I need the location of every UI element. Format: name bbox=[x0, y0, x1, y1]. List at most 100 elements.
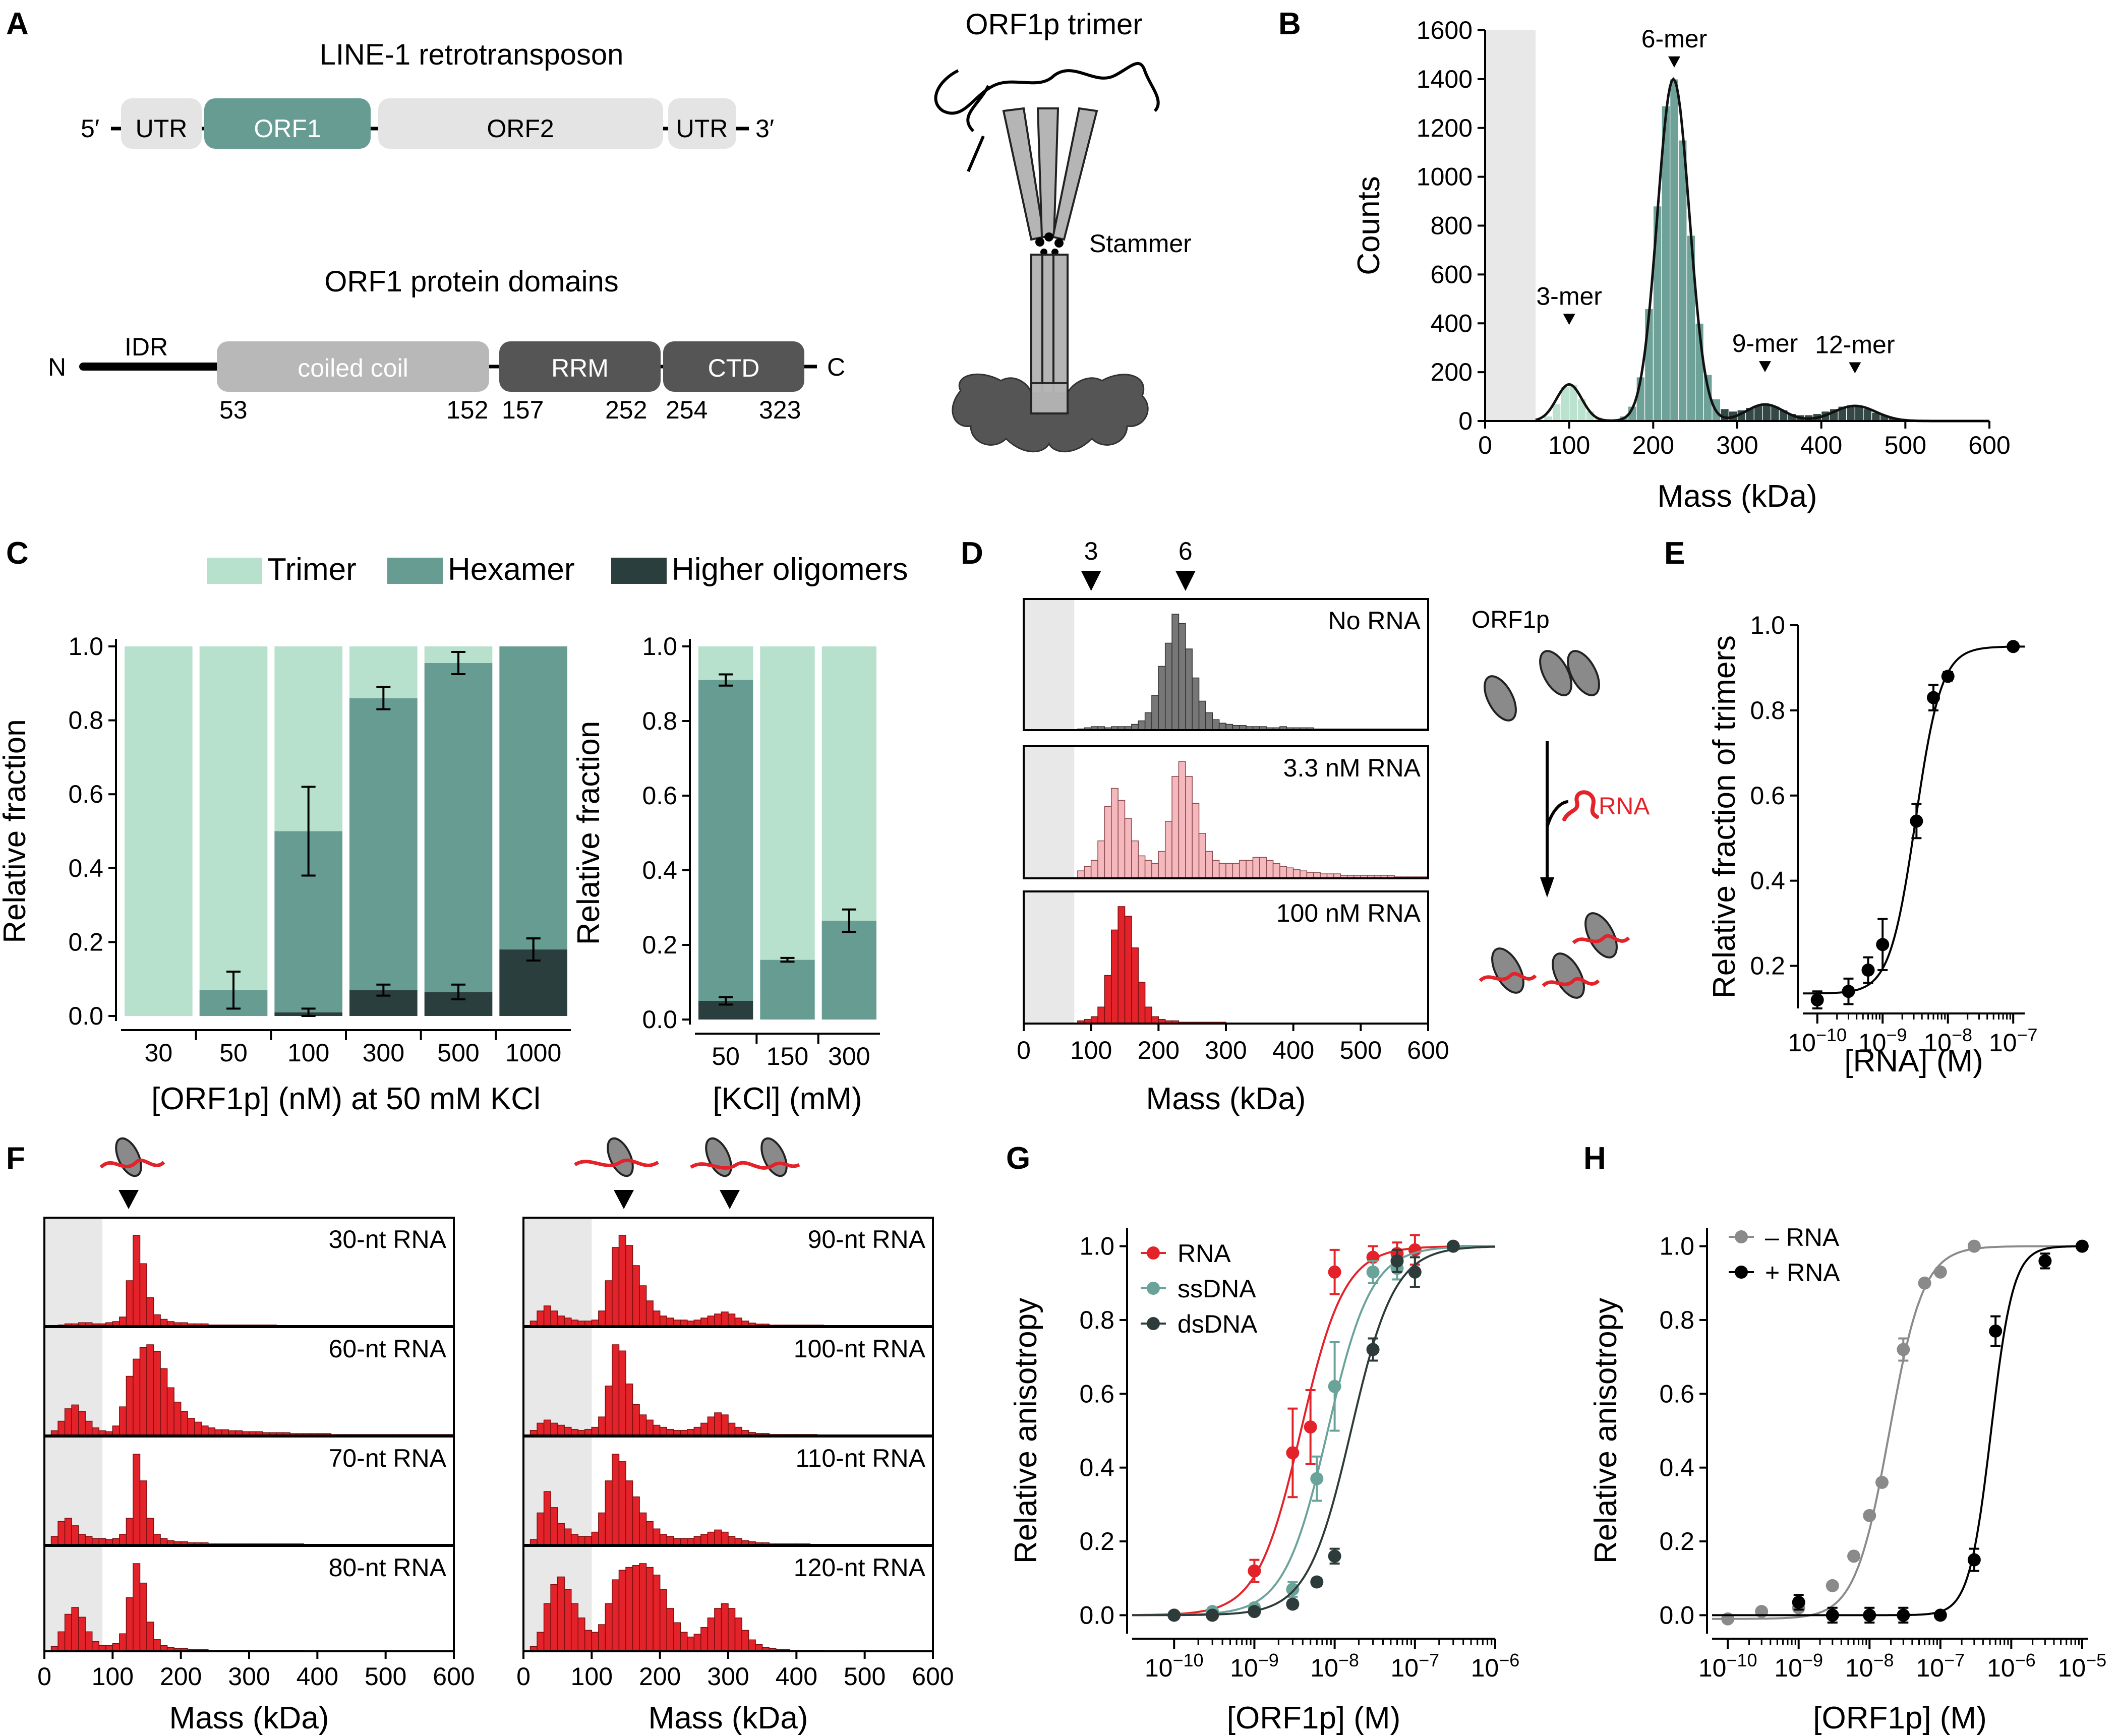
x-axis-label: [KCl] (mM) bbox=[713, 1082, 862, 1116]
panel-label-f: F bbox=[6, 1141, 25, 1176]
histogram-bar bbox=[612, 1344, 620, 1436]
y-axis-label: Relative fraction bbox=[571, 721, 606, 945]
histogram-bar bbox=[645, 1521, 654, 1545]
histogram-bar bbox=[1138, 855, 1146, 879]
domain-boundary-157: 157 bbox=[502, 396, 544, 424]
histogram-bar bbox=[714, 1529, 722, 1545]
y-tick-label-0.2: 0.2 bbox=[1079, 1527, 1114, 1555]
condition-label: 3.3 nM RNA bbox=[1283, 754, 1421, 782]
y-tick-label-0.2: 0.2 bbox=[1750, 952, 1785, 980]
histogram-bar bbox=[1164, 642, 1172, 731]
histogram-bar bbox=[139, 1263, 147, 1327]
y-tick-label-0.0: 0.0 bbox=[68, 1002, 103, 1030]
bar-hexamer-50 bbox=[698, 680, 753, 1001]
histogram-bar bbox=[625, 1383, 633, 1436]
condition-label: 60-nt RNA bbox=[329, 1335, 447, 1363]
histogram-bar bbox=[1192, 803, 1200, 879]
histogram-bar bbox=[1178, 761, 1186, 879]
histogram-bar bbox=[201, 1425, 209, 1436]
histogram-bar bbox=[1178, 623, 1186, 731]
legend-label-0: – RNA bbox=[1765, 1223, 1840, 1251]
histogram-bar bbox=[139, 1582, 147, 1652]
domain-c-term: C bbox=[827, 353, 845, 381]
panel-label-g: G bbox=[1006, 1141, 1030, 1176]
histogram-bar bbox=[1225, 863, 1233, 879]
histogram-bar bbox=[180, 1411, 188, 1436]
data-point-trimer-fraction-4 bbox=[1910, 814, 1923, 828]
data-point-series-1-1 bbox=[1826, 1608, 1839, 1622]
marker-label: 3 bbox=[1084, 537, 1098, 565]
x-tick-label-400: 400 bbox=[1272, 1036, 1314, 1064]
y-tick-label-0.8: 0.8 bbox=[1079, 1306, 1114, 1334]
data-point-dsDNA-4 bbox=[1310, 1575, 1324, 1589]
histogram-bar bbox=[1164, 821, 1172, 879]
histogram-bar bbox=[639, 1285, 647, 1327]
x-tick-label-200: 200 bbox=[639, 1662, 681, 1691]
domains-title: ORF1 protein domains bbox=[324, 265, 618, 298]
x-tick-label-1e-8: 10−8 bbox=[1923, 1025, 1972, 1057]
bar-hexamer-300 bbox=[349, 698, 418, 990]
histogram-bar bbox=[639, 1512, 647, 1545]
histogram-bar bbox=[1218, 863, 1226, 879]
histogram-bar bbox=[1077, 870, 1085, 879]
histogram-bar bbox=[1144, 860, 1152, 879]
y-tick-label-0.2: 0.2 bbox=[68, 928, 103, 956]
y-tick-label-1.0: 1.0 bbox=[642, 632, 677, 661]
histogram-bar bbox=[591, 1426, 599, 1436]
x-tick-label-300: 300 bbox=[1716, 431, 1758, 459]
histogram-bar bbox=[707, 1315, 715, 1327]
data-point-dsDNA-3 bbox=[1286, 1597, 1300, 1611]
histogram-bar bbox=[1111, 788, 1119, 879]
histogram-bar bbox=[700, 1422, 709, 1436]
chart-f-right: 90-nt RNA 100-nt RNA 110-nt RNA 120-nt RNA 0… bbox=[516, 1217, 954, 1735]
histogram-frame bbox=[1023, 598, 1429, 731]
gene-utr-3-label: UTR bbox=[676, 114, 728, 143]
x-tick-label-1e-5: 10−5 bbox=[2058, 1650, 2107, 1682]
data-point-trimer-fraction-3 bbox=[1876, 938, 1890, 951]
condition-label: 30-nt RNA bbox=[329, 1225, 447, 1253]
histogram-bar bbox=[1252, 857, 1260, 879]
data-point-series-0-8 bbox=[1918, 1276, 1931, 1290]
chart-e: 0.2 0.4 0.6 0.8 1.0 10−10 10−9 10−8 10−7[RNA] (M… bbox=[1707, 611, 2038, 1079]
data-point-dsDNA-2 bbox=[1248, 1605, 1261, 1619]
y-tick-label-0.4: 0.4 bbox=[1079, 1454, 1114, 1482]
histogram-bar-2 bbox=[1552, 403, 1561, 422]
x-tick-label-1e-9: 10−9 bbox=[1230, 1650, 1279, 1682]
domain-boundary-152: 152 bbox=[446, 396, 488, 424]
x-tick-label-600: 600 bbox=[433, 1662, 475, 1691]
histogram-bar bbox=[153, 1314, 161, 1327]
y-axis-label: Relative anisotropy bbox=[1589, 1298, 1623, 1564]
data-point-series-1-2 bbox=[1863, 1608, 1876, 1622]
y-axis-label: Relative fraction of trimers bbox=[1707, 635, 1742, 998]
panel-label-h: H bbox=[1583, 1141, 1606, 1176]
y-tick-label-0.6: 0.6 bbox=[1079, 1380, 1114, 1408]
histogram-bar bbox=[1138, 720, 1146, 731]
histogram-bar bbox=[91, 1427, 100, 1436]
schematic-bound-3 bbox=[1572, 912, 1630, 959]
histogram-bar bbox=[153, 1639, 161, 1652]
histogram-bar bbox=[700, 1318, 709, 1327]
x-tick-label-1e-9: 10−9 bbox=[1858, 1025, 1907, 1057]
trimer-coil-mid bbox=[1036, 107, 1060, 238]
legend-label-1: + RNA bbox=[1765, 1259, 1840, 1287]
data-point-series-1-4 bbox=[1933, 1608, 1947, 1622]
peak-marker-12-mer bbox=[1849, 362, 1861, 374]
data-point-series-1-5 bbox=[1967, 1553, 1981, 1567]
schematic-hexamer-icon-a bbox=[1539, 650, 1572, 696]
histogram-bar bbox=[1131, 947, 1139, 1024]
legend-swatch-higher bbox=[611, 558, 667, 584]
schematic-hexamer-icon-b bbox=[1567, 650, 1600, 696]
x-tick-label-200: 200 bbox=[1632, 431, 1674, 459]
y-tick-label-0.8: 0.8 bbox=[1750, 696, 1785, 725]
panel-label-a: A bbox=[6, 7, 29, 41]
y-axis-label: Counts bbox=[1351, 176, 1386, 275]
x-tick-label-50: 50 bbox=[219, 1039, 248, 1067]
y-tick-label-0.4: 0.4 bbox=[642, 856, 677, 884]
histogram-bar bbox=[537, 1310, 545, 1327]
shaded-region bbox=[523, 1218, 592, 1326]
histogram-bar bbox=[728, 1536, 736, 1545]
x-tick-label-300: 300 bbox=[707, 1662, 749, 1691]
histogram-bar bbox=[714, 1313, 722, 1327]
histogram-bar bbox=[146, 1518, 154, 1545]
condition-label: 110-nt RNA bbox=[795, 1444, 925, 1472]
